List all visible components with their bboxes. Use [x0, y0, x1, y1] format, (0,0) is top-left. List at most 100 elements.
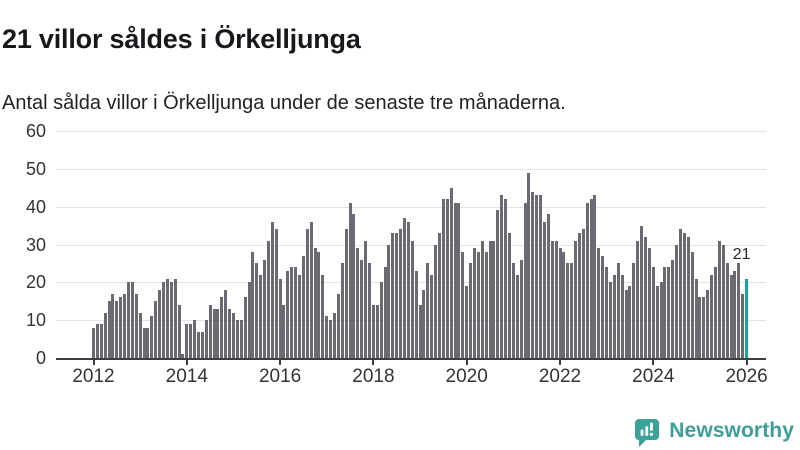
bar	[511, 263, 515, 358]
bar	[733, 270, 737, 358]
bar	[239, 320, 243, 358]
bar	[126, 282, 130, 358]
bar	[290, 267, 294, 358]
bar	[675, 244, 679, 358]
x-axis-tick	[559, 360, 561, 365]
gridline	[56, 131, 766, 132]
bar	[496, 210, 500, 358]
brand-logo: Newsworthy	[632, 414, 794, 448]
bar	[480, 240, 484, 358]
bar	[469, 263, 473, 358]
bar	[317, 252, 321, 358]
bar	[130, 282, 134, 358]
bar	[725, 263, 729, 358]
bar	[138, 312, 142, 358]
bar	[181, 354, 185, 358]
bar	[667, 267, 671, 358]
bar	[589, 199, 593, 358]
bar	[123, 293, 127, 358]
bar	[651, 267, 655, 358]
bar	[204, 320, 208, 358]
bar	[570, 263, 574, 358]
bar	[686, 236, 690, 358]
bar	[426, 263, 430, 358]
bar	[177, 305, 181, 358]
bar	[593, 195, 597, 358]
bar	[243, 297, 247, 358]
bar	[515, 274, 519, 358]
bar	[399, 229, 403, 358]
x-axis-label: 2018	[352, 366, 395, 387]
bar	[286, 270, 290, 358]
bar	[169, 282, 173, 358]
bar	[430, 274, 434, 358]
bar	[710, 274, 714, 358]
bar	[325, 316, 329, 358]
bar	[472, 248, 476, 358]
x-axis-line	[56, 358, 766, 360]
bar	[344, 229, 348, 358]
bar	[737, 263, 741, 358]
bar	[247, 282, 251, 358]
bar	[449, 187, 453, 358]
bar	[391, 233, 395, 358]
bar	[231, 312, 235, 358]
bar	[690, 252, 694, 358]
bar	[558, 248, 562, 358]
bar	[542, 221, 546, 358]
bar	[612, 274, 616, 358]
bar	[364, 240, 368, 358]
bar	[554, 240, 558, 358]
bar	[360, 259, 364, 358]
x-axis-label: 2022	[538, 366, 582, 387]
y-axis-label: 20	[25, 272, 46, 293]
bar	[741, 293, 745, 358]
y-axis-label: 60	[25, 121, 46, 141]
bar	[507, 233, 511, 358]
bar	[655, 286, 659, 358]
bar	[99, 323, 103, 358]
bar	[193, 320, 197, 358]
bar	[348, 202, 352, 358]
bar	[445, 199, 449, 358]
bar	[418, 305, 422, 358]
bar	[189, 323, 193, 358]
bar	[585, 202, 589, 358]
bar	[266, 240, 270, 358]
value-annotation: 21	[732, 246, 751, 263]
bar	[628, 286, 632, 358]
bar	[605, 267, 609, 358]
bar	[173, 278, 177, 358]
bar	[282, 305, 286, 358]
bar	[228, 308, 232, 358]
bar	[698, 297, 702, 358]
bar	[161, 282, 165, 358]
bar	[434, 244, 438, 358]
bar	[395, 233, 399, 358]
bar	[92, 327, 95, 358]
bar	[566, 263, 570, 358]
bar	[196, 331, 200, 358]
bar	[95, 323, 99, 358]
bar	[457, 202, 461, 358]
bar	[336, 293, 340, 358]
x-axis-tick	[465, 360, 468, 365]
bar	[609, 282, 613, 358]
bar	[305, 229, 309, 358]
bar	[200, 331, 204, 358]
bar	[220, 297, 224, 358]
y-axis-label: 50	[25, 158, 46, 179]
brand-name: Newsworthy	[669, 419, 794, 442]
bar	[714, 267, 717, 358]
x-axis-tick	[372, 360, 375, 365]
bar	[679, 229, 682, 358]
bar	[107, 301, 111, 358]
bar	[208, 305, 212, 358]
bar	[403, 218, 406, 358]
x-axis-tick	[279, 360, 282, 365]
bar	[165, 278, 169, 358]
bar	[523, 202, 527, 358]
bar	[119, 297, 123, 358]
bar	[387, 244, 391, 358]
bar	[476, 252, 480, 358]
